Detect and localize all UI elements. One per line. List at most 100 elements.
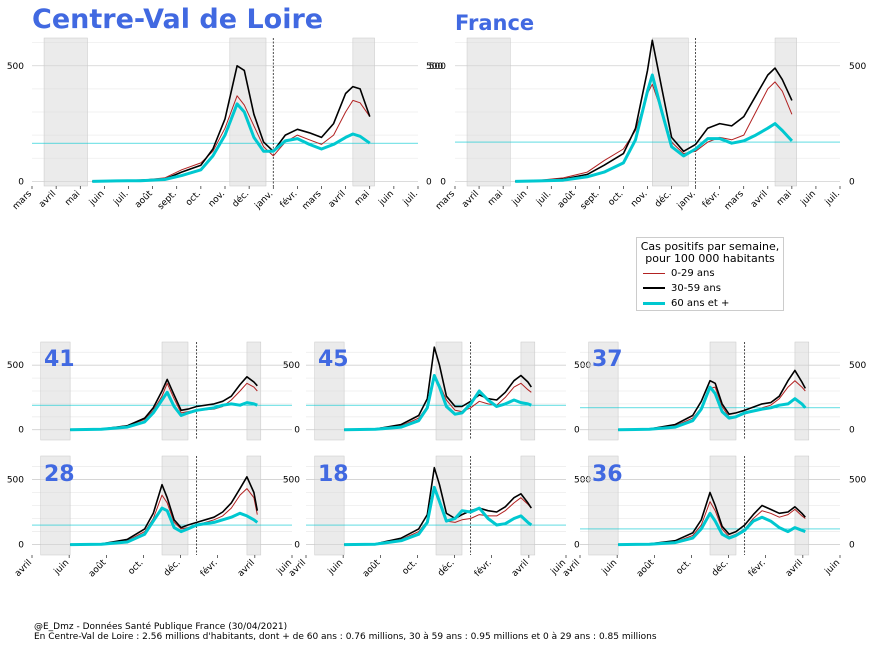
x-tick-label: avril (37, 189, 58, 210)
shaded-period (466, 37, 511, 187)
x-tick-label: oct. (184, 189, 203, 208)
panel-45: 45 0 0 500 500 (283, 341, 591, 441)
shaded-period (794, 341, 810, 441)
legend-title: Cas positifs par semaine, pour 100 000 h… (637, 241, 783, 265)
x-tick-label: nov. (629, 189, 649, 209)
x-tick-label: mai (63, 189, 82, 208)
panel-41: 41 0 500 (7, 341, 292, 441)
x-tick-label: juin (510, 189, 529, 208)
legend: Cas positifs par semaine, pour 100 000 h… (636, 237, 784, 311)
x-tick-label: juin (799, 189, 818, 208)
y-tick-label-right: 500 (849, 62, 866, 72)
panel-title: 28 (44, 462, 75, 487)
y-tick-label: 0 (18, 426, 24, 436)
x-tick-label: sept. (156, 189, 179, 212)
shaded-period (246, 455, 262, 556)
x-tick-label: févr. (198, 557, 220, 579)
x-tick-label: déc. (161, 557, 182, 578)
y-tick-label-right: 500 (849, 475, 866, 485)
panel-36: 36 0 500 avril juin août oct. déc. févr. avril jui… (561, 455, 866, 579)
y-tick-label-right: 500 (849, 361, 866, 371)
x-tick-label: mai (486, 189, 505, 208)
x-tick-label: juin (87, 189, 106, 208)
shaded-period (43, 37, 88, 187)
shaded-period (709, 455, 737, 556)
x-tick-label: oct. (127, 558, 146, 577)
panel-title: 41 (44, 347, 75, 372)
series-line-0-29-ans (70, 382, 258, 431)
series-line-60-ans-et- (344, 485, 533, 547)
x-tick-label: août (133, 189, 155, 211)
x-tick-label: juin (600, 558, 619, 577)
y-tick-label: 0 (18, 541, 24, 551)
legend-swatch (643, 301, 665, 305)
series-line-30-59-ans (70, 476, 259, 546)
series-line-0-29-ans (515, 81, 793, 182)
series-line-30-59-ans (92, 65, 371, 183)
legend-entry-60-plus: 60 ans et + (643, 298, 729, 309)
x-tick-label: avril (236, 558, 257, 579)
series-line-60-ans-et- (618, 511, 806, 547)
shaded-period (794, 455, 810, 556)
panel-title: 36 (592, 462, 623, 487)
x-tick-label: mars (723, 189, 746, 212)
x-tick-label: mars (301, 189, 324, 212)
x-tick-label: juil. (401, 189, 420, 208)
series-line-60-ans-et- (344, 374, 532, 432)
shaded-period (588, 455, 619, 556)
series-line-30-59-ans (344, 466, 532, 546)
x-tick-label: juin (52, 558, 71, 577)
y-tick-label: 500 (7, 475, 24, 485)
x-tick-label: févr. (700, 188, 722, 210)
x-tick-label: déc. (435, 557, 456, 578)
series-line-30-59-ans (515, 39, 793, 183)
legend-label: 0-29 ans (671, 268, 715, 279)
x-tick-label: juil. (534, 189, 553, 208)
x-tick-label: avril (460, 189, 481, 210)
x-tick-label: oct. (607, 189, 626, 208)
panel-37: 37 0 500 (580, 341, 866, 441)
x-tick-label: août (556, 189, 578, 211)
y-tick-label: 500 (429, 62, 446, 72)
shaded-period (161, 341, 189, 441)
x-tick-label: juin (326, 558, 345, 577)
y-tick-label: 500 (283, 361, 300, 371)
series-line-60-ans-et- (92, 102, 371, 183)
x-tick-label: oct. (675, 558, 694, 577)
x-tick-label: déc. (652, 188, 673, 209)
legend-swatch (643, 272, 665, 274)
x-tick-label: sept. (579, 189, 602, 212)
y-tick-label-right: 0 (849, 426, 855, 436)
y-tick-label: 0 (440, 177, 446, 187)
x-tick-label: juil. (823, 189, 842, 208)
series-line-0-29-ans (92, 95, 371, 182)
shaded-period (314, 455, 345, 556)
x-tick-label: janv. (253, 189, 276, 212)
x-tick-label: avril (510, 558, 531, 579)
shaded-period (246, 341, 262, 441)
x-tick-label: avril (327, 189, 348, 210)
x-tick-label: mars (11, 189, 34, 212)
legend-title-line2: pour 100 000 habitants (645, 252, 775, 265)
x-tick-label: avril (287, 558, 308, 579)
shaded-period (520, 341, 536, 441)
x-tick-label: mars (434, 189, 457, 212)
x-tick-label: août (87, 558, 109, 580)
shaded-period (435, 455, 463, 556)
shaded-period (40, 341, 71, 441)
y-tick-label: 500 (7, 361, 24, 371)
y-tick-label-right: 0 (849, 541, 855, 551)
y-tick-label-right: 500 (574, 361, 591, 371)
y-tick-label: 0 (294, 426, 300, 436)
panel-title: 45 (318, 347, 349, 372)
x-tick-label: janv. (675, 189, 698, 212)
x-tick-label: févr. (278, 188, 300, 210)
shaded-period (314, 341, 345, 441)
series-line-30-59-ans (344, 346, 532, 431)
x-tick-label: févr. (472, 557, 494, 579)
x-tick-label: déc. (709, 557, 730, 578)
x-tick-label: nov. (207, 189, 227, 209)
